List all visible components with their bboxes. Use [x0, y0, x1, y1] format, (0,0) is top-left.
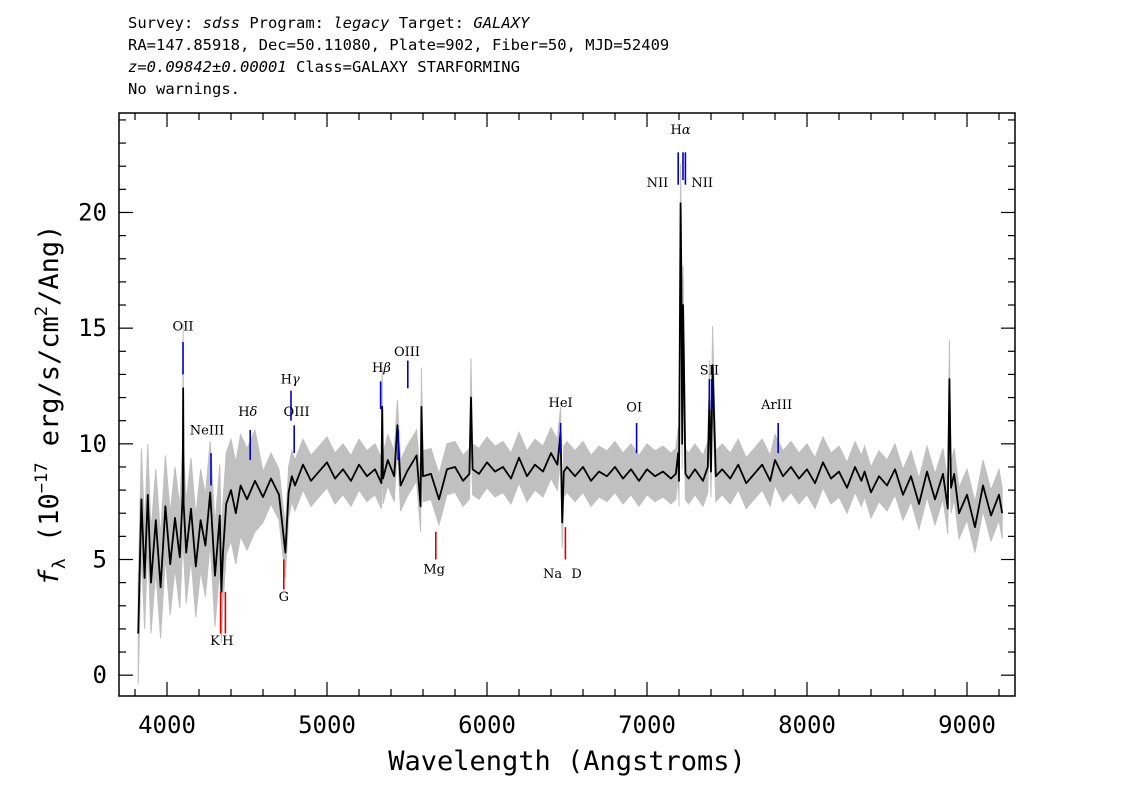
spectral-line-label: NeIII [190, 424, 224, 439]
y-axis-symbol: f [34, 568, 65, 585]
spectral-line-label: NII [647, 176, 669, 191]
y-axis-title: fλ (10−17 erg/s/cm2/Ang) [32, 225, 70, 586]
y-tick-label: 15 [78, 314, 107, 342]
target-value: GALAXY [473, 14, 530, 32]
y-tick-label: 0 [93, 661, 107, 689]
header-line-1: Survey: sdss Program: legacy Target: GAL… [128, 12, 669, 34]
x-tick-label: 5000 [298, 711, 356, 739]
y-axis-units-close: /Ang) [34, 225, 65, 306]
program-label: Program: [249, 14, 324, 32]
spectral-line-label: NII [691, 176, 713, 191]
spectral-line-label: Mg [423, 562, 445, 577]
y-tick-label: 5 [93, 546, 107, 574]
class-value: Class=GALAXY STARFORMING [295, 58, 520, 76]
y-axis-units-open: (10 [34, 493, 65, 558]
y-axis-subscript: λ [49, 558, 70, 569]
error-band [137, 163, 1003, 685]
spectral-line-label: SII [700, 363, 719, 378]
spectral-line-label: G [279, 590, 289, 605]
x-tick-label: 4000 [138, 711, 196, 739]
spectral-line-label: OII [173, 319, 194, 334]
header-warnings: No warnings. [128, 80, 240, 98]
header-line-3: z=0.09842±0.00001 Class=GALAXY STARFORMI… [128, 56, 669, 78]
spectral-line-label: OIII [394, 345, 420, 360]
x-tick-label: 7000 [618, 711, 676, 739]
spectral-line-label: HeI [549, 396, 573, 411]
spectrum-header: Survey: sdss Program: legacy Target: GAL… [128, 12, 669, 100]
x-tick-label: 8000 [778, 711, 836, 739]
spectral-line-label: Hβ [372, 361, 391, 376]
x-tick-label: 9000 [938, 711, 996, 739]
redshift-value: z=0.09842±0.00001 [128, 58, 287, 76]
spectral-line-label: K [210, 634, 220, 649]
x-axis-title: Wavelength (Angstroms) [388, 746, 746, 777]
spectral-line-label: Hα [671, 123, 691, 138]
spectral-line-label: OI [626, 400, 642, 415]
survey-value: sdss [202, 14, 240, 32]
spectral-line-label: ArIII [760, 398, 792, 413]
header-line-2: RA=147.85918, Dec=50.11080, Plate=902, F… [128, 36, 670, 54]
y-tick-label: 10 [78, 430, 107, 458]
flux-line [137, 202, 1004, 634]
spectral-line-label: OIII [284, 405, 310, 420]
y-tick-label: 20 [78, 198, 107, 226]
error-band-layer [137, 163, 1003, 685]
line-marker-layer [182, 152, 780, 634]
program-value: legacy [333, 14, 390, 32]
survey-label: Survey: [128, 14, 194, 32]
spectral-line-label: Hδ [238, 405, 257, 420]
y-axis-exponent-2: 2 [32, 306, 52, 316]
x-tick-label: 6000 [458, 711, 516, 739]
spectral-line-label: Hγ [281, 373, 300, 388]
spectral-line-label: Na [543, 567, 562, 582]
axis-ticks-layer: 4000 5000 6000 7000 8000 9000 0 5 10 15 20 [78, 113, 1015, 739]
spectral-line-label: D [571, 567, 581, 582]
spectral-line-label: H [222, 634, 233, 649]
y-axis-exponent: −17 [32, 462, 52, 493]
flux-line-layer [137, 202, 1004, 634]
y-axis-units-middle: erg/s/cm [34, 316, 65, 462]
plot-frame [118, 112, 1016, 697]
target-label: Target: [398, 14, 465, 32]
